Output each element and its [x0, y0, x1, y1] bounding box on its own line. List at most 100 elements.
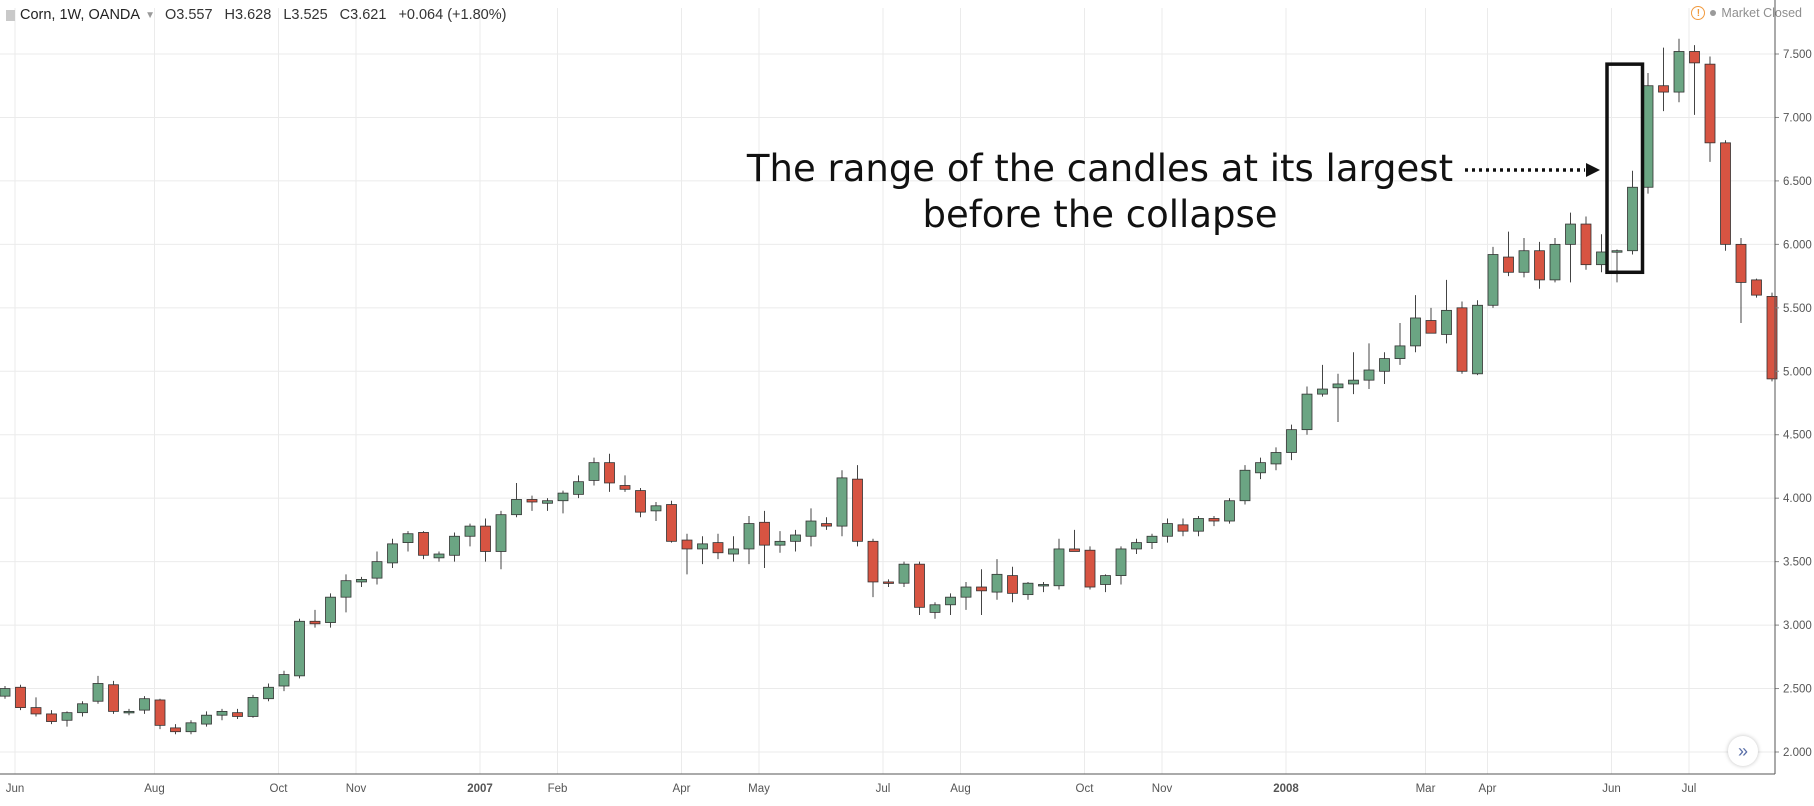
- market-status: ! Market Closed: [1691, 6, 1802, 20]
- candle: [1301, 386, 1313, 435]
- candle-body: [1425, 320, 1437, 334]
- chevron-down-icon[interactable]: ▼: [145, 9, 155, 21]
- warning-icon[interactable]: !: [1691, 6, 1706, 20]
- scroll-to-realtime-button[interactable]: »: [1728, 736, 1758, 766]
- y-tick-label: 3.000: [1783, 620, 1812, 632]
- candle: [666, 500, 677, 543]
- symbol-title[interactable]: Corn, 1W, OANDA: [20, 7, 141, 23]
- candle: [821, 517, 832, 530]
- candle: [976, 569, 987, 615]
- candle: [619, 475, 631, 492]
- close-value: C3.621: [339, 7, 387, 23]
- candle: [371, 551, 383, 585]
- candle: [154, 698, 166, 730]
- candle: [557, 490, 569, 514]
- candle: [46, 710, 57, 725]
- candle-body: [619, 485, 631, 490]
- candle-body: [1115, 548, 1127, 576]
- candle: [1162, 518, 1173, 543]
- candle-body: [464, 525, 476, 537]
- candle: [1131, 538, 1142, 555]
- y-tick-label: 6.000: [1783, 239, 1812, 251]
- candle-body: [1673, 51, 1685, 93]
- candle: [263, 683, 274, 702]
- candle: [1565, 212, 1576, 283]
- candle: [1549, 238, 1561, 283]
- candle: [1658, 47, 1669, 112]
- candle: [852, 465, 863, 547]
- candle-body: [232, 712, 243, 717]
- candle-body: [1735, 243, 1747, 283]
- candle: [604, 453, 615, 492]
- candle: [1177, 518, 1189, 537]
- candle-body: [1301, 393, 1313, 431]
- candle: [77, 701, 88, 717]
- candle: [1394, 323, 1406, 365]
- y-tick-label: 2.000: [1783, 747, 1812, 759]
- candle-body: [929, 604, 941, 613]
- x-tick-label: Apr: [673, 783, 691, 795]
- candle-body: [1611, 250, 1623, 253]
- candle-body: [201, 714, 212, 725]
- candle-body: [852, 478, 863, 542]
- candle: [1704, 56, 1716, 162]
- candle: [898, 561, 910, 588]
- annotation-line-2: before the collapse: [922, 193, 1278, 236]
- candle: [1410, 295, 1421, 353]
- candle: [1580, 216, 1592, 270]
- candle-body: [712, 542, 724, 554]
- candle: [340, 574, 352, 613]
- candle: [232, 708, 243, 720]
- candle: [247, 694, 259, 718]
- candle-body: [1596, 251, 1607, 266]
- candle-body: [821, 523, 832, 527]
- annotation-text: The range of the candles at its largest …: [720, 146, 1480, 238]
- candle: [1053, 538, 1065, 590]
- candle-body: [1549, 243, 1561, 281]
- candles: [0, 38, 1778, 735]
- candle-body: [898, 563, 910, 584]
- highlight-box: [1605, 62, 1645, 275]
- candle: [1115, 546, 1127, 585]
- candle-body: [991, 573, 1003, 593]
- low-value: L3.525: [283, 7, 328, 23]
- candle-body: [139, 698, 150, 711]
- candle: [0, 686, 11, 699]
- candle-body: [495, 514, 507, 552]
- candle: [309, 609, 321, 628]
- x-tick-label: Nov: [1152, 783, 1173, 795]
- candle: [914, 561, 925, 615]
- candle-body: [46, 713, 57, 722]
- candle: [464, 523, 476, 547]
- candle: [1534, 241, 1545, 289]
- candle-body: [1100, 575, 1111, 585]
- candle: [201, 711, 212, 727]
- candle-body: [573, 481, 584, 495]
- candle-body: [604, 462, 615, 484]
- candle-body: [867, 540, 879, 583]
- candle-body: [1239, 469, 1251, 502]
- chart-header: Corn, 1W, OANDA ▼ O3.557 H3.628 L3.525 C…: [6, 4, 506, 26]
- candle-body: [325, 596, 336, 623]
- candle-body: [914, 563, 925, 608]
- market-status-text: Market Closed: [1721, 6, 1802, 20]
- candle-body: [1441, 309, 1452, 335]
- candle: [542, 498, 553, 511]
- candle: [774, 531, 786, 553]
- candle-body: [1255, 462, 1266, 474]
- candle-body: [1766, 295, 1778, 380]
- candle-body: [960, 586, 972, 598]
- candle: [1425, 307, 1437, 334]
- candle: [1689, 45, 1700, 115]
- candle: [108, 680, 119, 714]
- candle-body: [836, 477, 848, 527]
- candle-body: [1487, 254, 1499, 306]
- candle-body: [1534, 250, 1545, 281]
- candle: [356, 576, 367, 588]
- x-tick-label: 2007: [467, 783, 493, 795]
- candle: [1270, 447, 1282, 471]
- candle: [1518, 238, 1530, 278]
